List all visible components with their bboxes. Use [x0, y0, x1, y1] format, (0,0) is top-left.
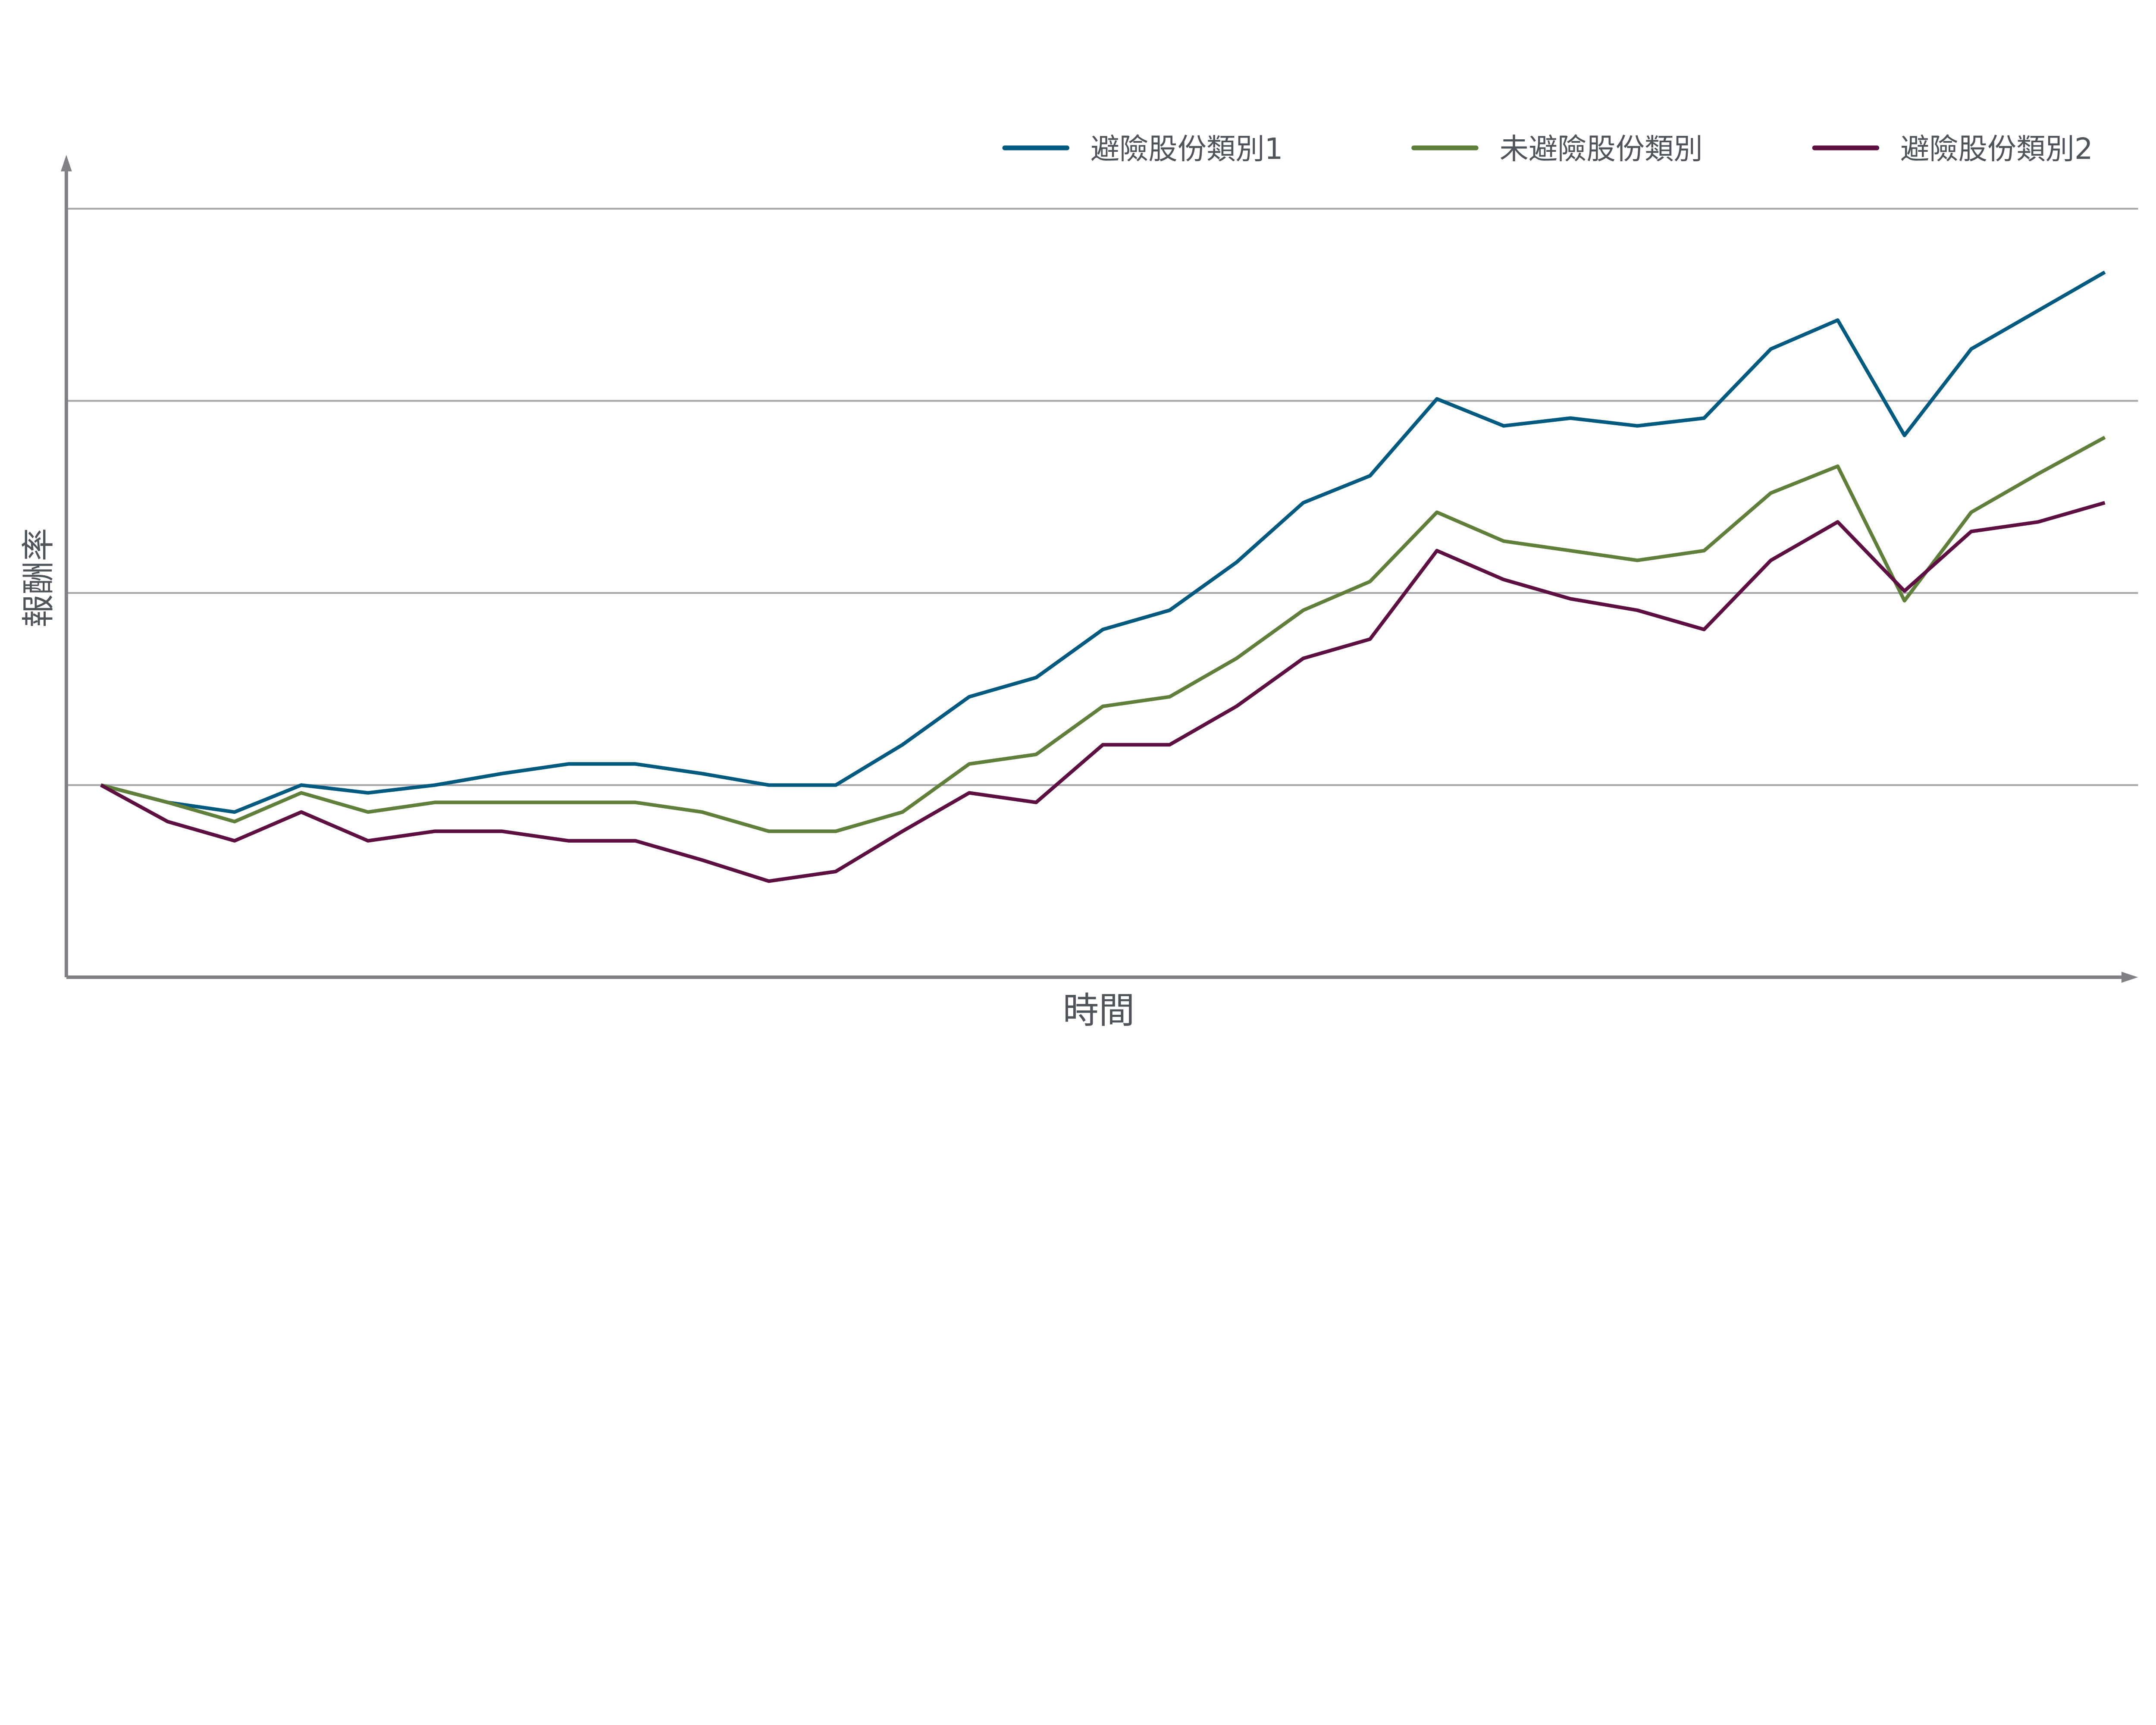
legend: 避險股份類別1 未避險股份類別 避險股份類別2 [1002, 132, 2093, 166]
legend-label: 避險股份類別2 [1900, 132, 2093, 166]
series-line-2 [100, 436, 2106, 833]
x-axis-label: 時間 [1063, 990, 1135, 1032]
series-lines [100, 270, 2106, 883]
legend-item-2: 未避險股份類別 [1411, 132, 1703, 166]
line-chart: 時間 報酬率 避險股份類別1 未避險股份類別 避險股份類別2 [19, 132, 2138, 1032]
legend-item-1: 避險股份類別1 [1002, 132, 1283, 166]
legend-label: 未避險股份類別 [1500, 132, 1703, 166]
series-line-1 [100, 270, 2106, 814]
axes [61, 154, 2138, 983]
gridlines [66, 207, 2138, 786]
legend-item-3: 避險股份類別2 [1812, 132, 2093, 166]
x-axis-arrow [2121, 972, 2138, 983]
y-axis-label: 報酬率 [19, 528, 58, 627]
series-line-3 [100, 501, 2106, 883]
y-axis-arrow [61, 154, 72, 172]
legend-label: 避險股份類別1 [1091, 132, 1283, 166]
